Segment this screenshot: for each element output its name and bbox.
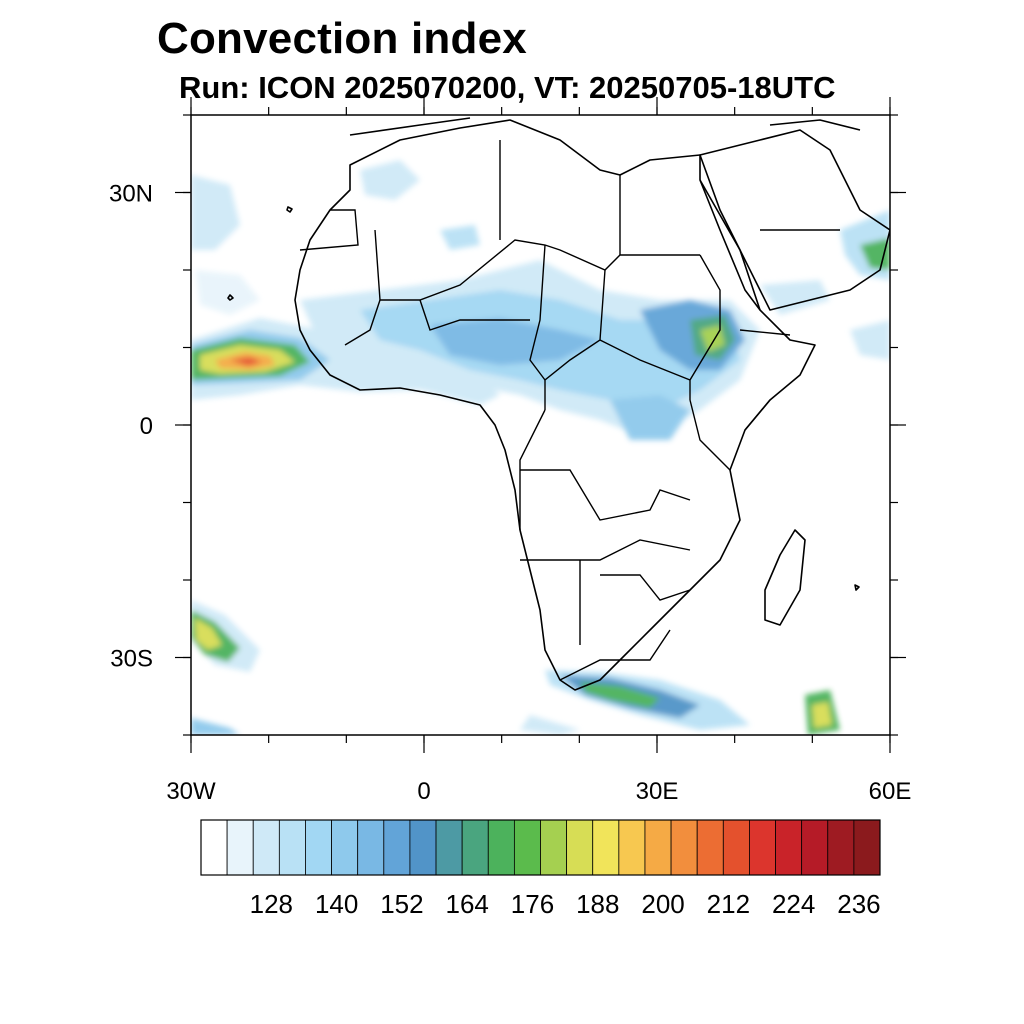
colorbar-swatch [200, 819, 228, 876]
colorbar-swatch [592, 819, 620, 876]
lat-tick-label: 30N [109, 181, 153, 208]
colorbar-swatch [409, 819, 437, 876]
colorbar-label: 164 [446, 889, 489, 919]
colorbar-swatch [278, 819, 306, 876]
lon-tick-label: 30E [636, 778, 679, 805]
map-frame [190, 114, 891, 736]
colorbar-frame [200, 819, 881, 876]
colorbar-swatch [383, 819, 411, 876]
map-axes: 30N 0 30S 30W 0 30E 60E [109, 97, 911, 805]
chart-subtitle: Run: ICON 2025070200, VT: 20250705-18UTC [179, 70, 836, 105]
colorbar-label: 128 [250, 889, 293, 919]
colorbar-label: 188 [576, 889, 619, 919]
colorbar-swatch [252, 819, 280, 876]
colorbar-swatch [513, 819, 541, 876]
colorbar-swatch [540, 819, 568, 876]
colorbar-swatch [487, 819, 515, 876]
colorbar-label: 152 [380, 889, 423, 919]
colorbar-swatch [827, 819, 855, 876]
colorbar-swatch [331, 819, 359, 876]
colorbar: 128 140 152 164 176 188 200 212 224 236 [200, 819, 881, 919]
colorbar-swatch [566, 819, 594, 876]
colorbar-swatch [305, 819, 332, 876]
colorbar-swatch [749, 819, 776, 876]
lon-tick-label: 30W [166, 778, 216, 805]
chart-title: Convection index [157, 14, 527, 63]
colorbar-swatch [618, 819, 646, 876]
colorbar-swatch [435, 819, 463, 876]
colorbar-label: 224 [772, 889, 815, 919]
colorbar-swatch [801, 819, 829, 876]
colorbar-swatch [775, 819, 803, 876]
convection-field [191, 160, 890, 735]
lat-tick-label: 30S [110, 646, 153, 673]
colorbar-swatch [853, 819, 881, 876]
colorbar-label: 236 [837, 889, 880, 919]
colorbar-label: 176 [511, 889, 554, 919]
colorbar-swatch [226, 819, 254, 876]
colorbar-label: 140 [315, 889, 358, 919]
lon-tick-label: 0 [417, 778, 430, 805]
colorbar-swatch [461, 819, 489, 876]
colorbar-swatch [670, 819, 698, 876]
colorbar-swatch [357, 819, 385, 876]
colorbar-swatch [644, 819, 672, 876]
lon-tick-label: 60E [869, 778, 912, 805]
lat-tick-label: 0 [140, 413, 153, 440]
colorbar-label: 212 [707, 889, 750, 919]
country-borders [299, 140, 840, 681]
coastlines [227, 117, 890, 691]
colorbar-swatch [722, 819, 750, 876]
colorbar-swatch [696, 819, 724, 876]
colorbar-label: 200 [641, 889, 684, 919]
